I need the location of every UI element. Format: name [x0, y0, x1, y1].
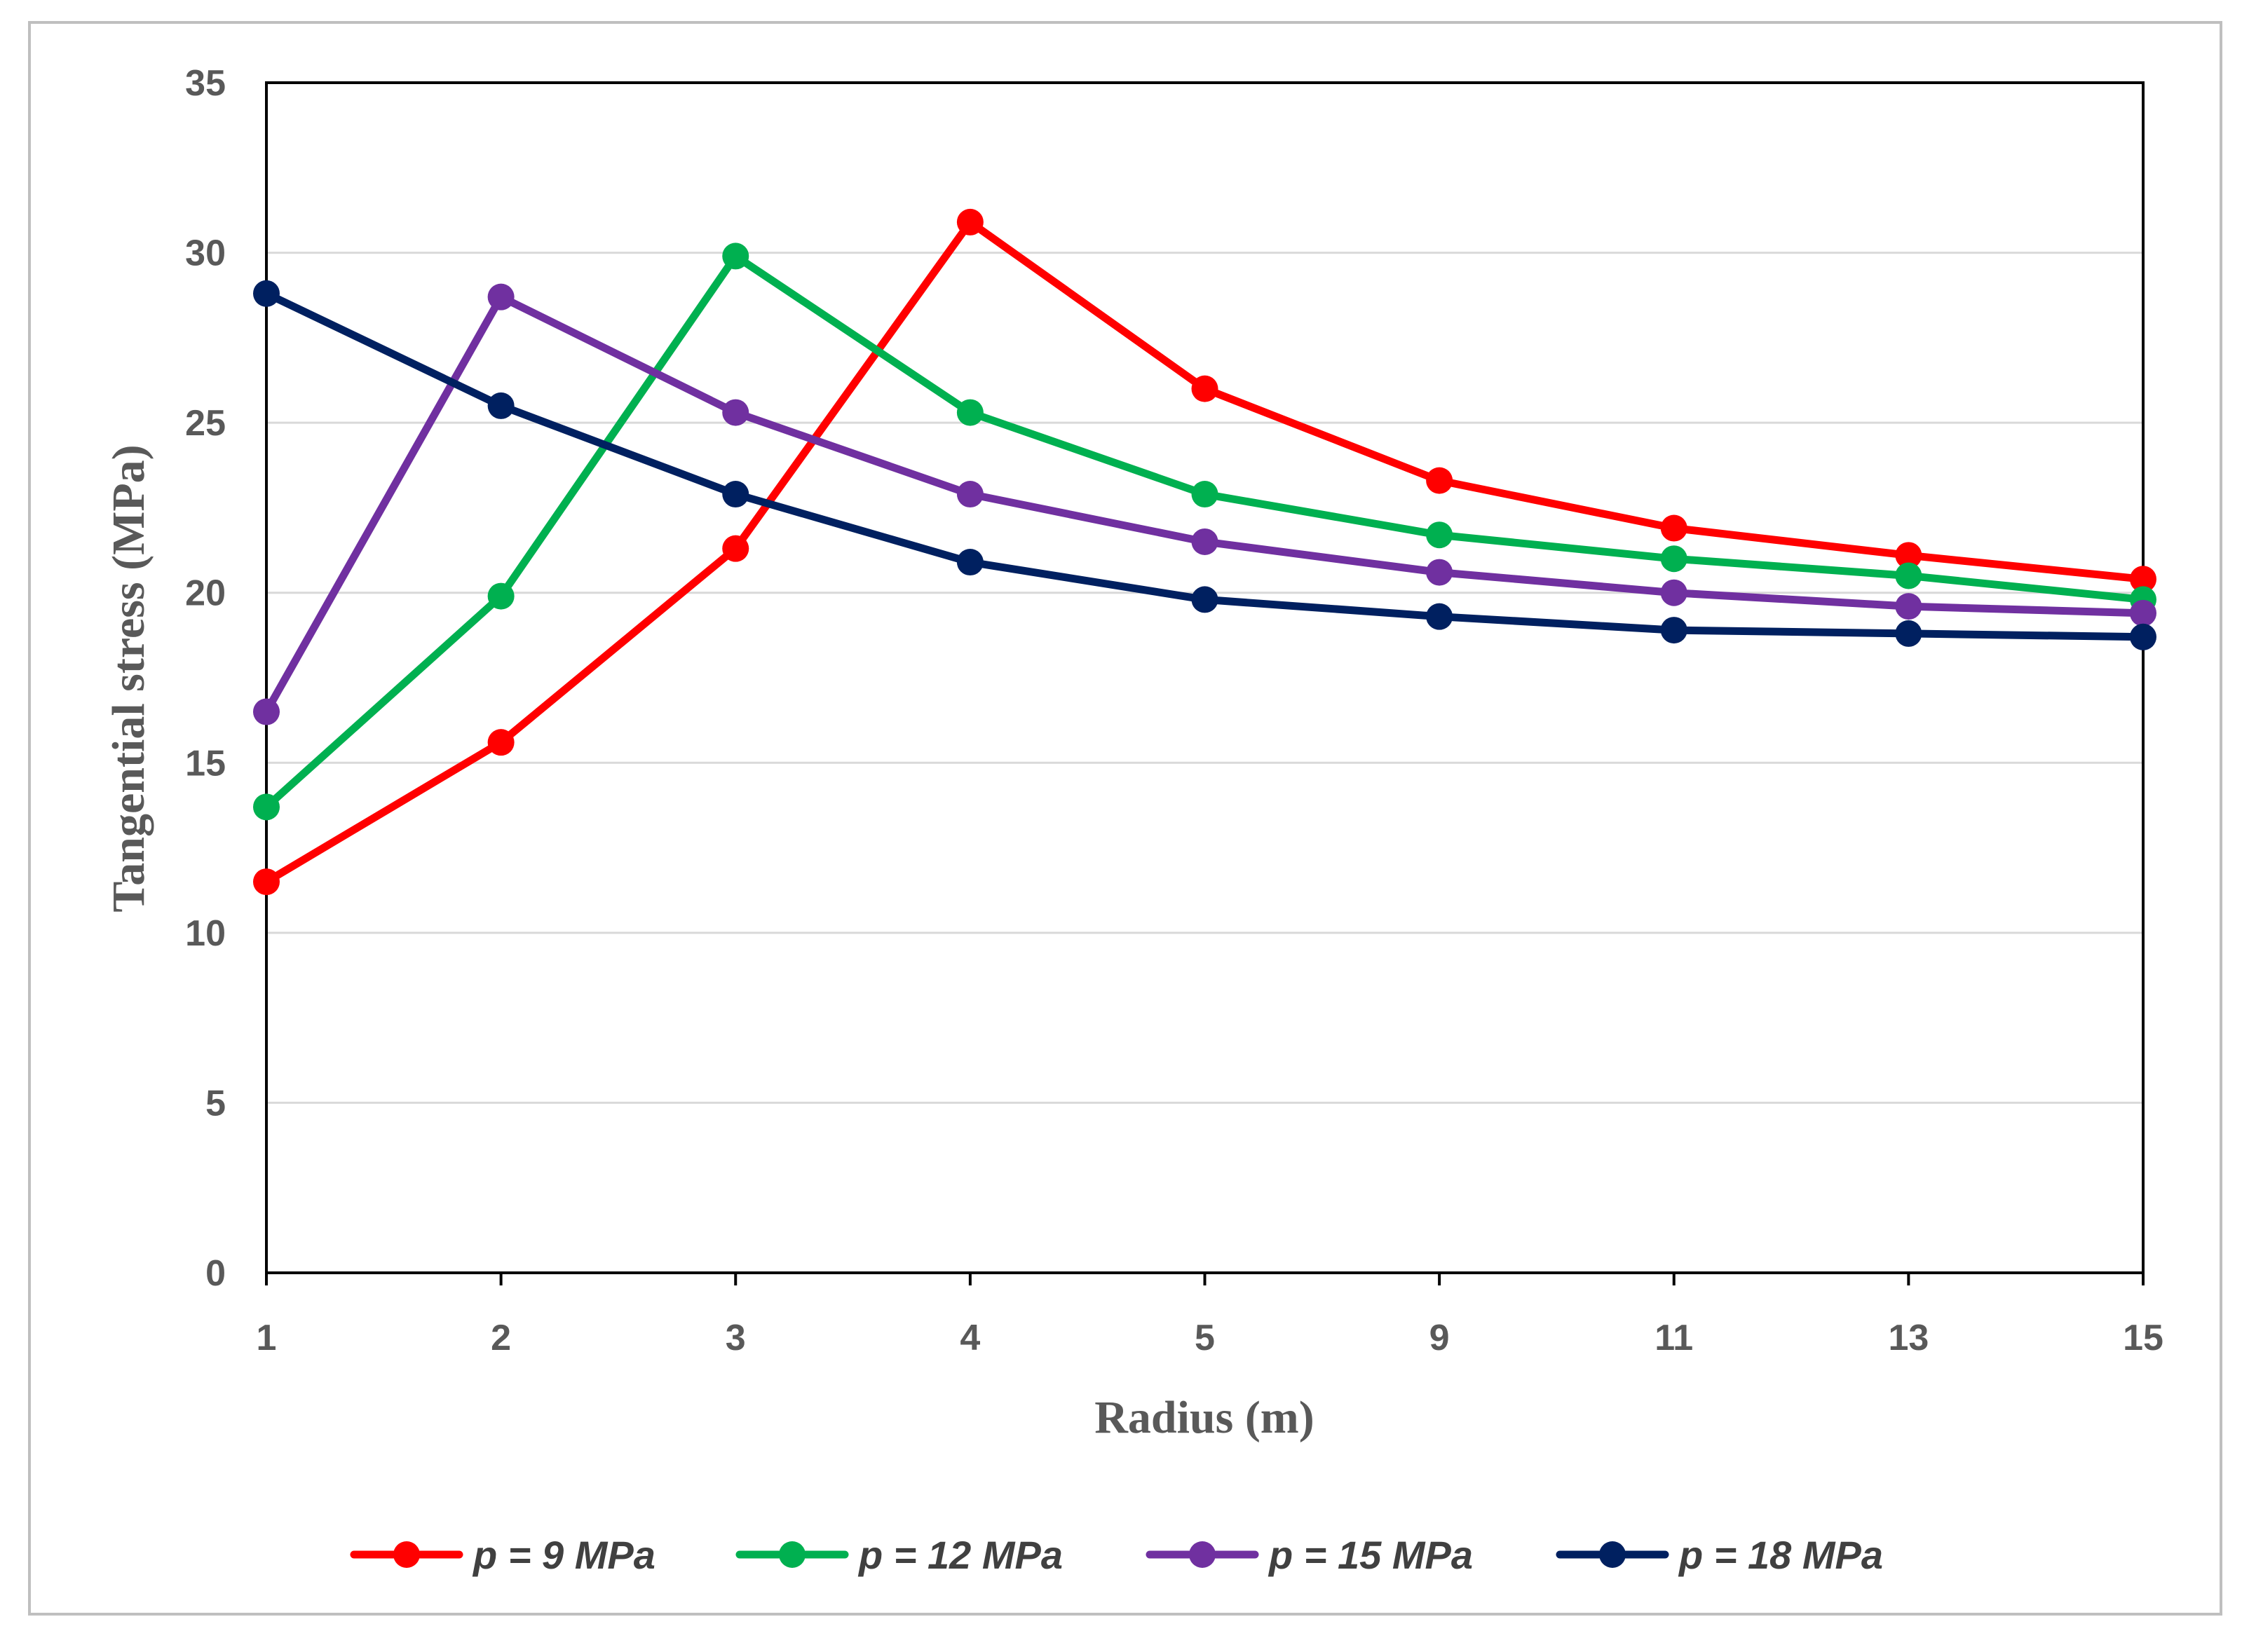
legend-item-4: p = 18 MPa — [1556, 1533, 1883, 1577]
y-tick-label-20: 20 — [185, 573, 226, 614]
data-point-series-1-x-2 — [487, 729, 515, 756]
data-point-series-2-x-13 — [1895, 562, 1922, 589]
x-tick-label-2: 2 — [491, 1318, 511, 1358]
data-point-series-1-x-3 — [722, 535, 749, 562]
y-axis-title: Tangential stress (MPa) — [103, 444, 154, 912]
series — [253, 208, 2156, 896]
y-tick-label-15: 15 — [185, 743, 226, 784]
data-point-series-2-x-1 — [253, 793, 280, 821]
data-point-series-4-x-3 — [722, 481, 749, 508]
x-axis-title: Radius (m) — [1094, 1392, 1314, 1443]
legend-marker-3 — [1189, 1541, 1216, 1568]
data-point-series-1-x-13 — [1895, 542, 1922, 569]
legend-label-4: p = 18 MPa — [1678, 1533, 1883, 1577]
data-point-series-3-x-15 — [2130, 599, 2156, 627]
data-point-series-1-x-9 — [1426, 467, 1453, 494]
series-1 — [253, 208, 2156, 896]
legend-item-2: p = 12 MPa — [735, 1533, 1063, 1577]
legend-item-1: p = 9 MPa — [350, 1533, 655, 1577]
data-point-series-3-x-1 — [253, 698, 280, 725]
data-point-series-2-x-5 — [1191, 481, 1218, 508]
series-4 — [253, 280, 2156, 650]
data-point-series-3-x-4 — [956, 481, 984, 508]
data-point-series-3-x-2 — [487, 283, 515, 310]
plot-area-border — [265, 81, 2145, 1274]
data-point-series-4-x-4 — [956, 549, 984, 576]
y-tick-label-35: 35 — [185, 63, 226, 104]
y-tick-label-0: 0 — [205, 1253, 226, 1294]
data-point-series-3-x-9 — [1426, 559, 1453, 586]
x-tick-label-11: 11 — [1655, 1318, 1693, 1358]
data-point-series-3-x-13 — [1895, 593, 1922, 620]
legend: p = 9 MPa p = 12 MPa p = 15 MPa p = 18 MPa — [350, 1533, 1883, 1577]
y-tick-label-30: 30 — [185, 233, 226, 274]
legend-marker-1 — [393, 1541, 420, 1568]
data-point-series-3-x-11 — [1660, 579, 1687, 606]
chart-frame — [28, 21, 2222, 1616]
tick-labels: 0 5 10 15 20 25 30 35 1 2 3 4 5 9 11 13 15 — [185, 63, 2163, 1358]
data-point-series-1-x-1 — [253, 868, 280, 896]
data-point-series-3-x-5 — [1191, 528, 1218, 555]
data-point-series-4-x-13 — [1895, 620, 1922, 647]
y-tick-label-10: 10 — [185, 913, 226, 954]
data-point-series-1-x-5 — [1191, 375, 1218, 402]
data-point-series-1-x-11 — [1660, 514, 1687, 542]
x-tick-label-3: 3 — [726, 1318, 746, 1358]
x-tick-label-9: 9 — [1429, 1318, 1450, 1358]
series-line-4 — [262, 289, 2147, 641]
data-point-series-4-x-2 — [487, 392, 515, 419]
x-tick-label-15: 15 — [2123, 1318, 2163, 1358]
data-point-series-4-x-11 — [1660, 617, 1687, 644]
x-tick-label-5: 5 — [1195, 1318, 1215, 1358]
legend-marker-4 — [1599, 1541, 1626, 1568]
data-point-series-2-x-9 — [1426, 521, 1453, 549]
axes — [265, 81, 2145, 1285]
data-point-series-4-x-15 — [2130, 623, 2156, 650]
data-point-series-3-x-3 — [722, 399, 749, 426]
legend-label-2: p = 12 MPa — [857, 1533, 1063, 1577]
data-point-series-2-x-4 — [956, 399, 984, 426]
series-3 — [253, 283, 2156, 725]
data-point-series-2-x-3 — [722, 243, 749, 270]
series-2 — [253, 243, 2156, 821]
data-point-series-2-x-11 — [1660, 545, 1687, 573]
legend-label-3: p = 15 MPa — [1268, 1533, 1473, 1577]
y-tick-label-25: 25 — [185, 403, 226, 444]
data-point-series-1-x-15 — [2130, 566, 2156, 593]
legend-item-3: p = 15 MPa — [1146, 1533, 1473, 1577]
y-tick-label-5: 5 — [205, 1083, 226, 1124]
legend-marker-2 — [779, 1541, 806, 1568]
data-point-series-2-x-2 — [487, 582, 515, 610]
data-point-series-4-x-1 — [253, 280, 280, 307]
data-point-series-4-x-5 — [1191, 586, 1218, 613]
x-tick-label-1: 1 — [257, 1318, 277, 1358]
x-tick-label-13: 13 — [1888, 1318, 1929, 1358]
data-point-series-1-x-4 — [956, 208, 984, 235]
x-tick-label-4: 4 — [960, 1318, 980, 1358]
data-point-series-4-x-9 — [1426, 603, 1453, 630]
legend-label-1: p = 9 MPa — [472, 1533, 655, 1577]
